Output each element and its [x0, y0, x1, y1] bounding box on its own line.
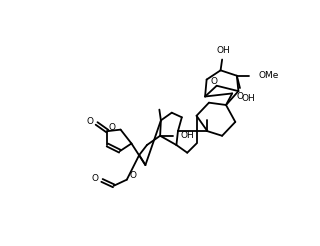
Text: O: O [92, 174, 99, 183]
Text: OH: OH [217, 46, 230, 55]
Text: O: O [210, 77, 217, 86]
Text: O: O [109, 123, 116, 132]
Text: OMe: OMe [259, 71, 279, 80]
Text: OH: OH [180, 131, 194, 140]
Text: O: O [236, 92, 243, 101]
Text: O: O [130, 171, 137, 180]
Text: OH: OH [242, 94, 255, 103]
Text: O: O [86, 117, 93, 126]
